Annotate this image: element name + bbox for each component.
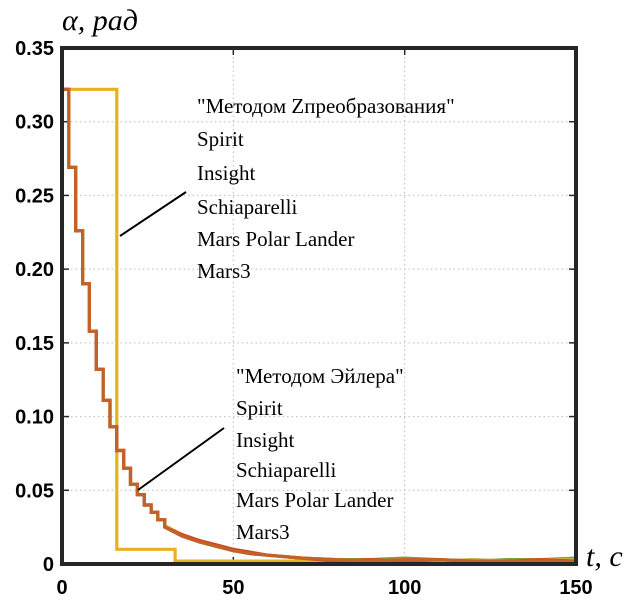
annotation-z-insight: Insight	[197, 161, 256, 185]
y-tick-label: 0.15	[15, 333, 54, 355]
y-tick-label: 0.30	[15, 112, 54, 134]
x-tick-label: 100	[388, 577, 421, 599]
annotation-z-title: "Методом Zпреобразования"	[197, 94, 455, 118]
annotation-z-mars3: Mars3	[197, 259, 251, 283]
y-tick-label: 0.10	[15, 407, 54, 429]
plot-frame	[60, 46, 578, 566]
series-group	[62, 87, 577, 563]
leader-line-euler	[137, 427, 225, 491]
annotation-euler-mars3: Mars3	[236, 520, 290, 544]
annotation-euler-insight: Insight	[236, 428, 295, 452]
y-tick-label: 0.20	[15, 259, 54, 281]
annotation-euler-group: "Методом Эйлера" Spirit Insight Schiapar…	[236, 364, 404, 544]
annotation-z-schiaparelli: Schiaparelli	[197, 195, 297, 219]
annotation-euler-schiaparelli: Schiaparelli	[236, 458, 336, 482]
annotation-z-spirit: Spirit	[197, 127, 244, 151]
x-tick-label: 50	[222, 577, 244, 599]
y-tick-label: 0.05	[15, 480, 54, 502]
series-line-0	[62, 87, 576, 563]
annotation-euler-spirit: Spirit	[236, 396, 283, 420]
plot-area	[62, 48, 576, 564]
tick-labels: 0 0.05 0.10 0.15 0.20 0.25 0.30 0.35 0 50 100 150	[15, 38, 593, 599]
y-axis-label: α, рад	[62, 4, 138, 37]
leader-line-z	[119, 191, 187, 237]
y-tick-label: 0	[43, 554, 54, 576]
annotation-euler-mpl: Mars Polar Lander	[236, 488, 393, 512]
y-tick-label: 0.35	[15, 38, 54, 60]
x-tick-label: 0	[56, 577, 67, 599]
x-axis-label: t, c	[586, 540, 623, 573]
x-tick-label: 150	[559, 577, 592, 599]
series-line-4	[62, 87, 576, 563]
y-tick-label: 0.25	[15, 185, 54, 207]
annotation-z-mpl: Mars Polar Lander	[197, 227, 354, 251]
annotation-z-group: "Методом Zпреобразования" Spirit Insight…	[197, 94, 455, 283]
annotation-euler-title: "Методом Эйлера"	[236, 364, 404, 388]
